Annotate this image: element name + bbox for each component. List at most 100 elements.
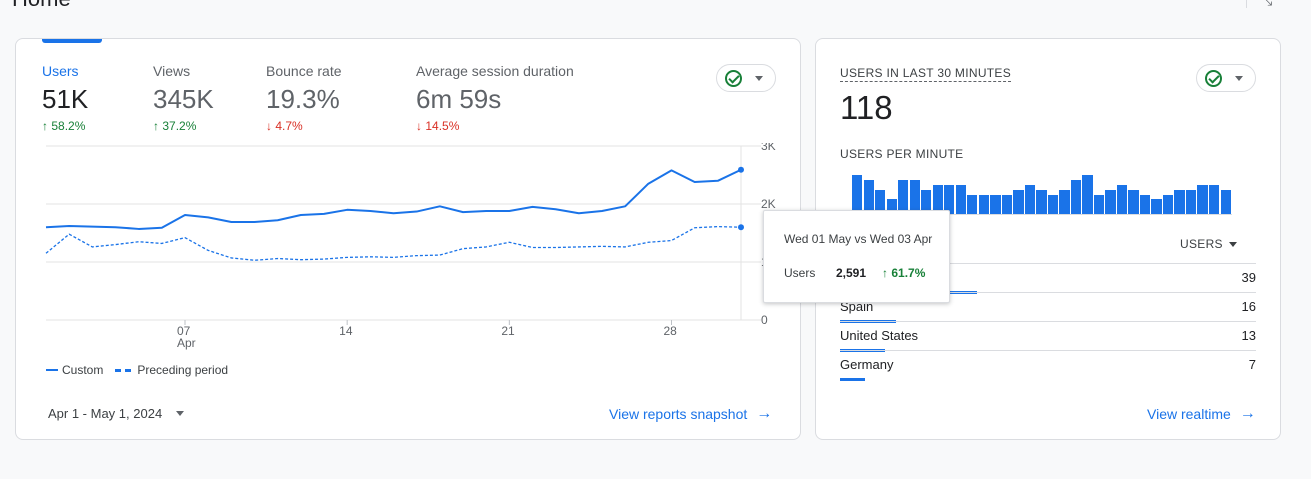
minute-bar [1001, 194, 1013, 214]
minute-bar [852, 175, 863, 214]
country-users: 7 [1248, 357, 1256, 372]
x-tick-label: 07 [177, 324, 191, 338]
link-label: View reports snapshot [609, 406, 748, 422]
minute-bar [1082, 175, 1093, 214]
x-tick-label: 14 [339, 324, 353, 338]
minute-bar [886, 199, 897, 214]
realtime-title[interactable]: USERS IN LAST 30 MINUTES [840, 66, 1012, 82]
minute-bar [863, 179, 874, 214]
minute-bar [1116, 184, 1128, 214]
minute-bar [1208, 184, 1220, 214]
metric-label: Views [153, 63, 191, 79]
y-tick-label: 0 [761, 313, 768, 327]
minute-bar [1139, 194, 1151, 214]
overview-card: Users 51K ↑ 58.2% Views 345K ↑ 37.2% Bou… [15, 38, 801, 440]
legend-swatch-solid [46, 369, 58, 371]
minute-bar [990, 194, 1001, 214]
metric-views[interactable]: Views 345K ↑ 37.2% [153, 63, 214, 133]
minute-bar [909, 179, 920, 214]
y-tick-label: 3K [761, 143, 776, 153]
chevron-down-icon [176, 411, 185, 416]
minute-bar [1174, 189, 1185, 214]
x-tick-label: 21 [501, 324, 515, 338]
series-line-preceding [45, 225, 742, 261]
active-tab-indicator [42, 39, 102, 43]
metric-label: Average session duration [416, 63, 574, 79]
page-title: Home [12, 0, 71, 12]
view-reports-snapshot-link[interactable]: View reports snapshot → [609, 405, 772, 423]
metric-change: ↓ 14.5% [416, 119, 460, 133]
series-line-custom [45, 168, 742, 230]
legend-label-preceding: Preceding period [137, 363, 229, 377]
metric-label: Users [42, 63, 79, 79]
minute-bar [1047, 194, 1059, 214]
minute-bar [1197, 184, 1208, 214]
metric-users[interactable]: Users 51K ↑ 58.2% [42, 63, 88, 133]
arrow-up-icon: ↑ [42, 119, 48, 133]
minute-bar [921, 189, 932, 214]
minute-bar [932, 184, 943, 214]
country-users: 16 [1241, 299, 1256, 314]
arrow-up-icon: ↑ [882, 266, 888, 280]
minute-bar [944, 184, 955, 214]
metric-value: 6m 59s [416, 84, 502, 114]
x-tick-label: 28 [664, 324, 678, 338]
series-endpoint [738, 224, 744, 231]
date-range-picker[interactable]: Apr 1 - May 1, 2024 [48, 406, 185, 421]
metric-avg-session-duration[interactable]: Average session duration 6m 59s ↓ 14.5% [416, 63, 574, 133]
minute-bar [1220, 189, 1231, 214]
country-name: United States [840, 328, 919, 343]
minute-bar [1070, 179, 1082, 214]
series-endpoint [738, 166, 744, 173]
tooltip-title: Wed 01 May vs Wed 03 Apr [784, 232, 933, 246]
table-row: United States 13 [840, 321, 1256, 352]
minute-bar [875, 189, 886, 214]
sort-down-icon [1228, 241, 1237, 247]
tooltip-value: 2,591 [836, 266, 867, 280]
check-circle-icon [725, 70, 742, 87]
data-quality-chip[interactable] [716, 64, 776, 92]
check-circle-icon [1205, 70, 1222, 87]
minute-bar [1093, 194, 1105, 214]
users-line-chart: 01K2K3K07Apr142128 [45, 143, 776, 350]
minute-bar [967, 194, 978, 214]
minute-bar [1059, 189, 1070, 214]
arrow-up-icon: ↑ [153, 119, 159, 133]
minute-bar [1036, 189, 1047, 214]
country-users: 13 [1241, 328, 1256, 343]
minute-bar [1128, 189, 1139, 214]
users-per-minute-label: USERS PER MINUTE [840, 147, 964, 161]
realtime-value: 118 [840, 89, 893, 126]
view-realtime-link[interactable]: View realtime → [1147, 405, 1256, 423]
link-label: View realtime [1147, 406, 1231, 422]
users-column-header[interactable]: USERS [1180, 237, 1237, 251]
x-tick-sublabel: Apr [177, 336, 196, 350]
metric-change: ↑ 37.2% [153, 119, 197, 133]
chevron-down-icon [1235, 76, 1243, 81]
minute-bar [1162, 194, 1174, 214]
country-users: 39 [1241, 270, 1256, 285]
legend-swatch-dashed [115, 368, 132, 372]
legend-label-custom: Custom [62, 363, 104, 377]
metric-bounce-rate[interactable]: Bounce rate 19.3% ↓ 4.7% [266, 63, 342, 133]
share-bar [840, 378, 865, 381]
metric-value: 19.3% [266, 84, 340, 114]
arrow-down-icon: ↓ [266, 119, 272, 133]
toolbar-divider: ⤡ [1246, 0, 1286, 8]
country-name: Germany [840, 357, 894, 372]
arrow-down-icon: ↓ [416, 119, 422, 133]
minute-bar [1185, 189, 1197, 214]
minute-bar [1105, 189, 1116, 214]
chevron-down-icon [755, 76, 763, 81]
expand-icon[interactable]: ⤡ [1261, 0, 1273, 8]
arrow-right-icon: → [756, 405, 773, 422]
metric-value: 345K [153, 84, 214, 114]
minute-bar [1024, 184, 1036, 214]
minute-bar [1151, 199, 1162, 214]
y-tick-label: 2K [761, 197, 776, 211]
metric-change: ↑ 58.2% [42, 119, 86, 133]
date-range-label: Apr 1 - May 1, 2024 [48, 406, 163, 421]
metric-label: Bounce rate [266, 63, 342, 79]
metric-value: 51K [42, 84, 89, 114]
data-quality-chip[interactable] [1196, 64, 1256, 92]
